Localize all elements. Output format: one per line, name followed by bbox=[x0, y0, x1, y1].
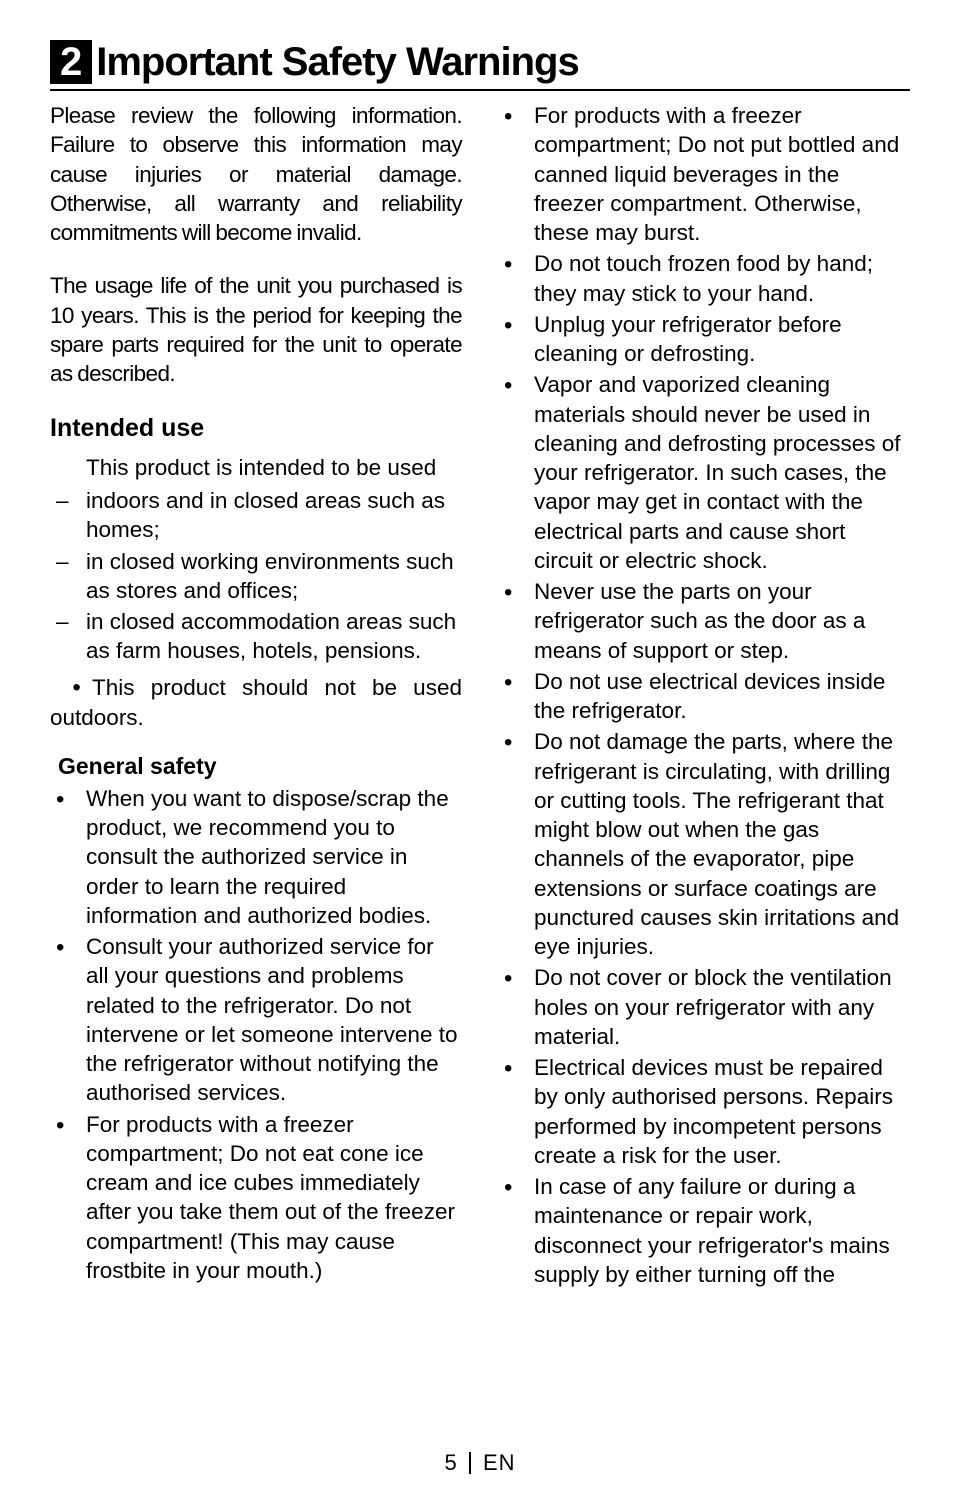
page-number: 5 bbox=[444, 1450, 456, 1475]
section-number-badge: 2 bbox=[50, 40, 92, 84]
intended-use-lead: This product is intended to be used bbox=[50, 453, 462, 482]
list-item: Vapor and vaporized cleaning materials s… bbox=[498, 370, 910, 575]
page-footer: 5 EN bbox=[0, 1450, 960, 1476]
list-item: Do not cover or block the ventilation ho… bbox=[498, 963, 910, 1051]
list-item: in closed accommodation areas such as fa… bbox=[50, 607, 462, 666]
list-item: indoors and in closed areas such as home… bbox=[50, 486, 462, 545]
list-item: Never use the parts on your refrigerator… bbox=[498, 577, 910, 665]
list-item: Do not touch frozen food by hand; they m… bbox=[498, 249, 910, 308]
intended-use-list: indoors and in closed areas such as home… bbox=[50, 486, 462, 666]
list-item: Do not use electrical devices inside the… bbox=[498, 667, 910, 726]
list-item: Electrical devices must be repaired by o… bbox=[498, 1053, 910, 1170]
section-heading: 2 Important Safety Warnings bbox=[50, 40, 910, 85]
intro-paragraph: Please review the following information.… bbox=[50, 101, 462, 247]
list-item: in closed working environments such as s… bbox=[50, 547, 462, 606]
right-column: For products with a freezer compartment;… bbox=[498, 101, 910, 1291]
usage-life-paragraph: The usage life of the unit you purchased… bbox=[50, 271, 462, 388]
safety-bullets-right: For products with a freezer compartment;… bbox=[498, 101, 910, 1289]
language-code: EN bbox=[483, 1450, 516, 1475]
section-title: Important Safety Warnings bbox=[96, 40, 578, 85]
list-item: Unplug your refrigerator before cleaning… bbox=[498, 310, 910, 369]
list-item: For products with a freezer compartment;… bbox=[498, 101, 910, 247]
general-safety-heading: General safety bbox=[58, 752, 462, 782]
outdoors-text: This product should not be used outdoors… bbox=[50, 675, 462, 730]
list-item: Do not damage the parts, where the refri… bbox=[498, 727, 910, 961]
list-item: In case of any failure or during a maint… bbox=[498, 1172, 910, 1289]
bullet-icon: • bbox=[72, 674, 80, 701]
page-header: 2 Important Safety Warnings bbox=[50, 40, 910, 91]
general-safety-list: When you want to dispose/scrap the produ… bbox=[50, 784, 462, 1285]
list-item: Consult your authorized service for all … bbox=[50, 932, 462, 1108]
list-item: When you want to dispose/scrap the produ… bbox=[50, 784, 462, 930]
list-item: For products with a freezer compartment;… bbox=[50, 1110, 462, 1286]
header-rule bbox=[50, 89, 910, 91]
two-column-body: Please review the following information.… bbox=[50, 101, 910, 1291]
intended-use-heading: Intended use bbox=[50, 412, 462, 445]
footer-divider bbox=[469, 1452, 471, 1474]
outdoors-warning: • This product should not be used outdoo… bbox=[50, 672, 462, 732]
left-column: Please review the following information.… bbox=[50, 101, 462, 1291]
